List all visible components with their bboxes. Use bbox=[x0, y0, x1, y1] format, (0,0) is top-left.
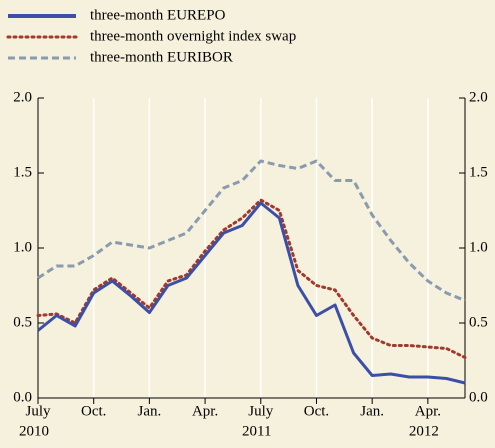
y-tick-label: 2.0 bbox=[13, 89, 32, 105]
y-tick-label: 1.0 bbox=[13, 239, 32, 255]
legend-label: three-month overnight index swap bbox=[90, 28, 296, 44]
y-tick-label: 1.5 bbox=[13, 164, 32, 180]
year-label: 2012 bbox=[409, 423, 439, 439]
legend-label: three-month EUREPO bbox=[90, 7, 226, 23]
year-label: 2011 bbox=[242, 423, 271, 439]
y2-tick-label: 2.0 bbox=[469, 89, 488, 105]
y2-tick-label: 1.0 bbox=[469, 239, 488, 255]
x-tick-label: Oct. bbox=[304, 403, 329, 419]
line-series bbox=[37, 159, 466, 302]
x-tick-label: Jan. bbox=[138, 403, 162, 419]
legend-label: three-month EURIBOR bbox=[90, 49, 233, 65]
line-series bbox=[37, 201, 466, 385]
x-tick-label: Apr. bbox=[415, 403, 441, 419]
year-label: 2010 bbox=[19, 423, 49, 439]
y2-tick-label: 0.5 bbox=[469, 314, 488, 330]
x-tick-label: July bbox=[248, 403, 274, 419]
x-tick-label: Oct. bbox=[81, 403, 106, 419]
line-series bbox=[36, 198, 467, 359]
y2-tick-label: 1.5 bbox=[469, 164, 488, 180]
y2-tick-label: 0.0 bbox=[469, 389, 488, 405]
x-tick-label: July bbox=[25, 403, 51, 419]
y-tick-label: 0.5 bbox=[13, 314, 32, 330]
y-tick-label: 0.0 bbox=[13, 389, 32, 405]
x-tick-label: Jan. bbox=[360, 403, 384, 419]
x-tick-label: Apr. bbox=[192, 403, 218, 419]
